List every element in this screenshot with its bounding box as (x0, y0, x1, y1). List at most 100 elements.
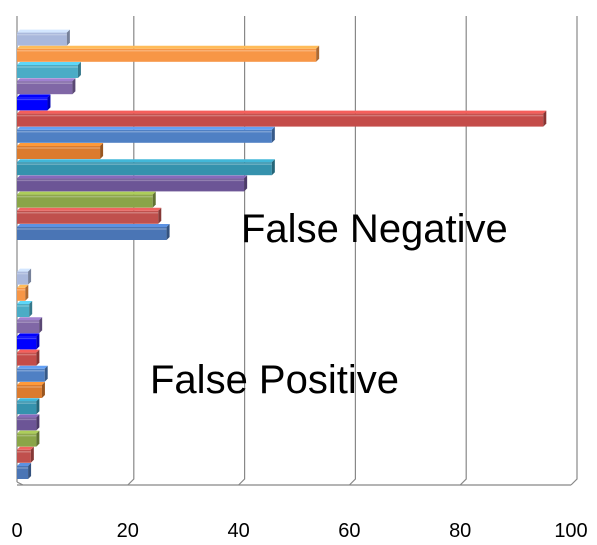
bar-top (17, 317, 43, 321)
bar (17, 317, 43, 334)
bar (17, 207, 162, 224)
bar-front (17, 129, 272, 143)
bar-end (152, 191, 156, 208)
false-positive-label: False Positive (150, 358, 399, 402)
bar-end (47, 94, 51, 111)
bar-front (17, 287, 26, 301)
bar-front (17, 32, 67, 46)
bar (17, 430, 40, 447)
bar-front (17, 271, 29, 285)
bar (17, 446, 34, 463)
bar-front (17, 162, 272, 176)
bar (17, 382, 45, 398)
bar-end (316, 45, 320, 62)
bar (17, 463, 32, 479)
bar-top (17, 414, 40, 418)
bar-front (17, 227, 167, 240)
bar-end (244, 175, 248, 192)
bar (17, 301, 33, 317)
bar-top (17, 365, 48, 369)
bar (17, 94, 51, 111)
bar (17, 159, 275, 176)
x-tick-label: 40 (227, 520, 249, 542)
bar-end (30, 446, 34, 463)
bar-front (17, 194, 153, 208)
x-tick-label: 100 (554, 520, 587, 542)
bar-top (17, 207, 162, 211)
bar-front (17, 210, 159, 224)
bar (17, 175, 248, 192)
bar-top (17, 62, 81, 65)
bar-front (17, 81, 73, 95)
bar-top (17, 126, 275, 130)
bar-top (17, 430, 40, 434)
bars (17, 29, 547, 479)
bar-top (17, 446, 34, 450)
bar-top (17, 463, 32, 466)
bar-front (17, 385, 42, 398)
bar (17, 126, 275, 143)
bar-end (543, 110, 547, 127)
bar-front (17, 178, 245, 192)
bar-top (17, 333, 40, 337)
bar-end (28, 463, 32, 479)
bar-front (17, 449, 31, 463)
bar (17, 45, 320, 62)
bar-end (158, 207, 162, 224)
bar (17, 268, 32, 285)
bar (17, 398, 40, 415)
bar-top (17, 29, 70, 33)
bar-top (17, 45, 320, 49)
bar-top (17, 224, 170, 227)
bar (17, 414, 40, 431)
bar (17, 284, 29, 301)
bar (17, 333, 40, 350)
bar-front (17, 113, 544, 127)
bar-front (17, 336, 37, 350)
x-axis: 0 20 40 60 80 100 (11, 520, 587, 542)
bar-front (17, 48, 317, 62)
x-tick-label: 60 (338, 520, 360, 542)
bar-top (17, 94, 51, 98)
bar-top (17, 175, 248, 179)
bar-end (39, 317, 43, 334)
bar-front (17, 97, 48, 111)
gridline-80 (459, 16, 467, 486)
gridline-100 (570, 16, 578, 486)
x-tick-label: 20 (117, 520, 139, 542)
bar-end (41, 382, 45, 398)
bar (17, 224, 170, 240)
bar-end (77, 62, 81, 78)
bar-end (271, 126, 275, 143)
bar-end (29, 301, 33, 317)
bar-front (17, 368, 45, 382)
bar-end (36, 398, 40, 415)
bar (17, 62, 81, 78)
bar-top (17, 398, 40, 402)
bar-front (17, 433, 37, 447)
bar-top (17, 301, 33, 304)
false-negative-label: False Negative (241, 207, 508, 251)
bar-top (17, 349, 40, 353)
x-tick-label: 80 (449, 520, 471, 542)
bar (17, 191, 156, 208)
bar-front (17, 417, 37, 431)
bar-front (17, 304, 30, 317)
bar-top (17, 110, 547, 114)
bar (17, 78, 76, 95)
bar-end (271, 159, 275, 176)
bar-end (100, 143, 104, 159)
bar-front (17, 352, 37, 366)
bar-top (17, 159, 275, 163)
bar-end (28, 268, 32, 285)
bar (17, 143, 104, 159)
bar-front (17, 146, 101, 159)
bar-front (17, 466, 29, 479)
bar (17, 349, 40, 366)
bar-top (17, 78, 76, 82)
bar-top (17, 284, 29, 288)
bar-front (17, 401, 37, 415)
bar-front (17, 65, 78, 78)
bar-top (17, 143, 104, 146)
